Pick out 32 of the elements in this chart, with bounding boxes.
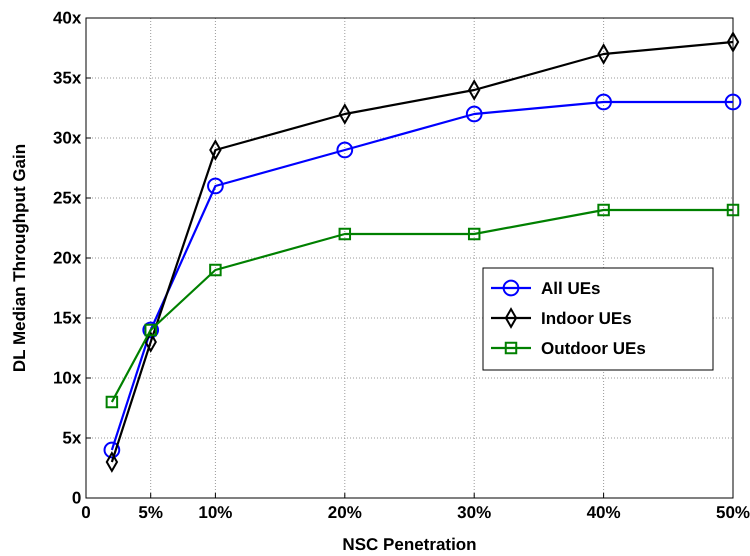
y-tick-label: 40x xyxy=(52,8,82,28)
y-axis-title: DL Median Throughput Gain xyxy=(10,144,29,372)
point xyxy=(104,442,120,458)
point xyxy=(209,264,222,276)
legend-label: Indoor UEs xyxy=(541,309,632,328)
point xyxy=(207,178,224,194)
point xyxy=(106,396,118,408)
y-tick-label: 35x xyxy=(52,68,82,88)
y-tick-label: 25x xyxy=(52,188,82,208)
x-tick-label: 50% xyxy=(716,503,750,522)
x-tick-label: 5% xyxy=(138,503,163,522)
y-tick-label: 30x xyxy=(52,128,82,148)
point xyxy=(336,142,354,158)
y-tick-label: 5x xyxy=(62,428,82,448)
point xyxy=(726,204,740,216)
y-tick-label: 10x xyxy=(52,368,82,388)
point xyxy=(338,228,352,240)
x-axis-title: NSC Penetration xyxy=(342,535,477,554)
x-tick-label: 10% xyxy=(198,503,232,522)
point xyxy=(597,204,610,216)
legend-label: Outdoor UEs xyxy=(541,339,646,358)
point xyxy=(595,94,612,110)
x-tick-label: 20% xyxy=(328,503,362,522)
y-tick-label: 15x xyxy=(52,308,82,328)
y-tick-label: 20x xyxy=(52,248,82,268)
point xyxy=(466,106,483,122)
point xyxy=(724,94,742,110)
point xyxy=(468,228,480,240)
y-tick-label: 0 xyxy=(72,488,82,508)
legend-label: All UEs xyxy=(541,279,601,298)
x-tick-label: 40% xyxy=(586,503,621,522)
x-tick-label: 30% xyxy=(457,503,492,522)
